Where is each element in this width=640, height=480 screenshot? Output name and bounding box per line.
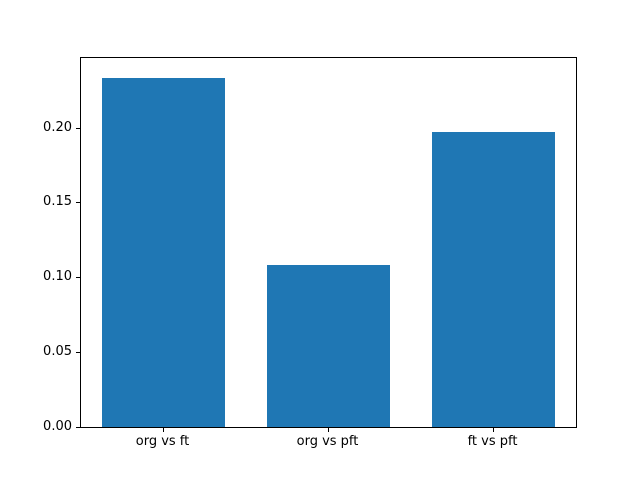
plot-area (80, 57, 577, 428)
bar-org-vs-ft (101, 78, 226, 427)
y-tick-mark (76, 127, 80, 129)
x-tick-mark (327, 428, 329, 432)
x-tick-mark (492, 428, 494, 432)
y-tick-mark (76, 277, 80, 279)
bar-ft-vs-pft (431, 132, 556, 427)
x-tick-label-ft-vs-pft: ft vs pft (467, 434, 518, 449)
bar-org-vs-pft (266, 265, 391, 427)
y-tick-label: 0.05 (43, 344, 72, 360)
x-tick-label-org-vs-pft: org vs pft (296, 434, 359, 449)
y-tick-label: 0.10 (43, 269, 72, 285)
y-tick-mark (76, 202, 80, 204)
y-tick-mark (76, 427, 80, 428)
y-tick-label: 0.00 (43, 419, 72, 434)
y-tick-label: 0.15 (43, 194, 72, 210)
x-tick-label-org-vs-ft: org vs ft (135, 434, 190, 449)
y-tick-label: 0.20 (43, 119, 72, 135)
y-tick-mark (76, 352, 80, 354)
x-tick-mark (162, 428, 164, 432)
